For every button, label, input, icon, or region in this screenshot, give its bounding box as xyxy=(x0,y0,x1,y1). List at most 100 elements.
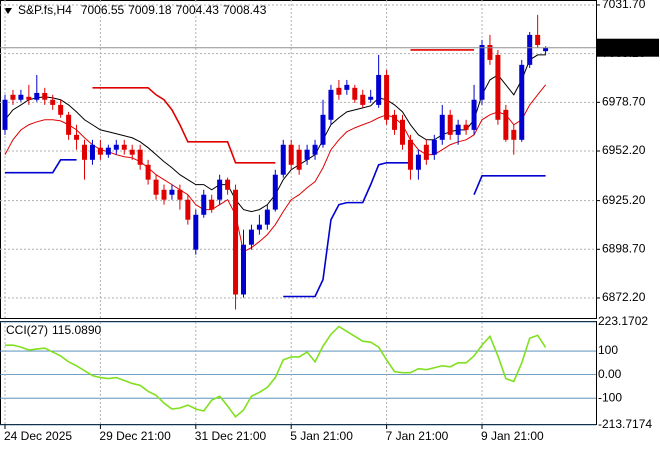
candle-body xyxy=(439,114,445,140)
candle-body xyxy=(336,87,342,95)
current-price-label: 7008.43 xyxy=(601,40,645,54)
header-open: 7006.55 xyxy=(81,3,125,17)
candle-body xyxy=(201,194,207,215)
candle-body xyxy=(423,144,429,160)
candle-body xyxy=(407,139,413,170)
indicator-line xyxy=(5,325,547,419)
candle-body xyxy=(511,129,517,140)
candle-body xyxy=(97,147,103,155)
candle-body xyxy=(376,74,382,105)
candle-body xyxy=(256,224,262,230)
candle-body xyxy=(58,104,64,115)
chart-title: S&P.fs,H4 xyxy=(18,3,72,17)
indicator-header: CCI(27) 115.0890 xyxy=(6,323,102,337)
candle-body xyxy=(312,144,318,155)
candle-body xyxy=(42,92,48,100)
x-tick-label: 31 Dec 21:00 xyxy=(195,429,267,443)
y-tick-label: 6925.20 xyxy=(602,193,646,207)
current-price-box xyxy=(597,38,659,57)
overlay-line xyxy=(5,159,546,298)
price-panel-frame xyxy=(0,0,597,319)
candle-body xyxy=(344,84,350,90)
candle-body xyxy=(431,139,437,155)
candle-body xyxy=(392,114,398,130)
candle-body xyxy=(10,94,16,100)
candle-body xyxy=(471,99,477,130)
x-tick-label: 24 Dec 2025 xyxy=(4,429,72,443)
candle-body xyxy=(241,244,246,295)
candle-body xyxy=(34,92,40,100)
candle-body xyxy=(145,164,151,180)
header-high: 7009.18 xyxy=(128,3,172,17)
candle-body xyxy=(487,45,493,60)
candle-body xyxy=(26,96,32,100)
candle-body xyxy=(225,179,231,190)
candle-body xyxy=(177,189,183,200)
candle-body xyxy=(264,209,270,225)
candle-body xyxy=(368,96,374,100)
candle-body xyxy=(233,189,239,295)
candle-body xyxy=(535,34,541,46)
candle-body xyxy=(360,94,366,105)
candle-body xyxy=(543,47,549,52)
candle-body xyxy=(519,64,525,140)
indicator-tick-label: 100 xyxy=(598,343,618,357)
x-tick-label: 7 Jan 21:00 xyxy=(386,429,449,443)
candle-body xyxy=(161,189,167,200)
candle-body xyxy=(74,134,80,140)
indicator-tick-label: 0.00 xyxy=(598,367,622,381)
overlay-line xyxy=(4,84,546,253)
candle-body xyxy=(209,199,215,210)
candle-body xyxy=(320,114,326,145)
candle-body xyxy=(304,149,310,160)
candle-body xyxy=(503,109,509,140)
candle-body xyxy=(193,214,199,250)
candle-body xyxy=(328,89,334,120)
y-tick-label: 6898.70 xyxy=(602,241,646,255)
candle-body xyxy=(248,229,254,245)
indicator-value: 115.0890 xyxy=(52,323,101,337)
candle-body xyxy=(527,34,533,65)
indicator-tick-label: 223.1702 xyxy=(598,314,648,328)
candle-body xyxy=(479,45,485,100)
menu-arrow xyxy=(4,8,12,14)
indicator-tick-label: -100 xyxy=(598,390,622,404)
candle-body xyxy=(137,149,143,165)
candle-body xyxy=(153,179,159,195)
overlay-line xyxy=(92,49,475,164)
indicator-tick-label: -213.7174 xyxy=(598,417,652,431)
candle-body xyxy=(400,119,405,145)
y-tick-label: 6952.20 xyxy=(602,143,646,157)
candle-body xyxy=(463,124,469,130)
candle-body xyxy=(89,144,95,160)
header-low: 7004.43 xyxy=(176,3,220,17)
indicator-name: CCI(27) xyxy=(6,323,48,337)
chart-header: S&P.fs,H4 7006.55 7009.18 7004.43 7008.43 xyxy=(18,3,267,17)
candle-body xyxy=(2,99,8,130)
candle-body xyxy=(113,144,119,150)
candle-body xyxy=(18,94,24,100)
candle-body xyxy=(66,114,72,135)
candle-body xyxy=(105,147,111,155)
candle-body xyxy=(50,99,56,105)
candle-body xyxy=(280,144,286,175)
candle-body xyxy=(185,199,191,220)
candle-body xyxy=(169,189,175,195)
candle-body xyxy=(82,144,87,160)
x-tick-label: 29 Dec 21:00 xyxy=(99,429,171,443)
x-tick-label: 9 Jan 21:00 xyxy=(481,429,544,443)
candle-body xyxy=(217,179,223,200)
candle-body xyxy=(288,144,294,165)
y-tick-label: 6872.20 xyxy=(602,290,646,304)
candle-body xyxy=(384,74,390,120)
indicator-panel-frame xyxy=(0,321,597,425)
candle-body xyxy=(352,87,358,100)
candle-body xyxy=(495,54,501,120)
header-close: 7008.43 xyxy=(223,3,267,17)
candle-body xyxy=(415,154,421,170)
candle-body xyxy=(129,149,135,155)
candle-body xyxy=(121,144,127,150)
candle-body xyxy=(272,174,278,210)
candle-body xyxy=(296,149,302,170)
